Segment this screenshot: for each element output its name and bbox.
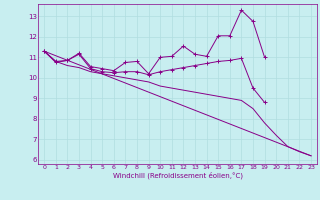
X-axis label: Windchill (Refroidissement éolien,°C): Windchill (Refroidissement éolien,°C) [113, 172, 243, 179]
